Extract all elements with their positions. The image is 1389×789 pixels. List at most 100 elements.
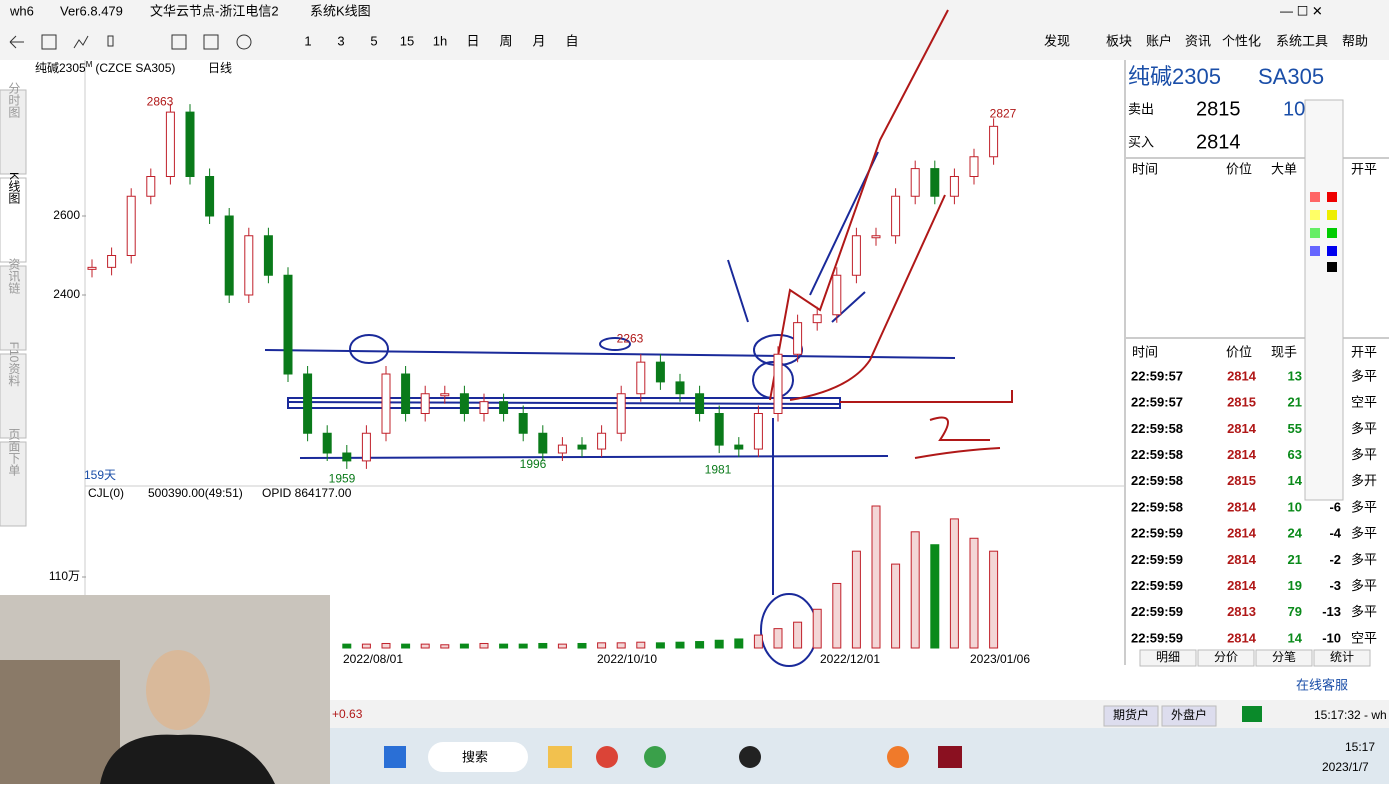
chart-symbol: 纯碱2305M (CZCE SA305) <box>35 60 175 75</box>
side-tab[interactable] <box>0 177 27 263</box>
volume-bar <box>989 550 999 649</box>
title-toolbar-bg <box>0 0 1389 60</box>
menu-item[interactable]: 板块 <box>1106 33 1132 48</box>
candle <box>224 215 234 296</box>
menu-item[interactable]: 系统工具 <box>1276 33 1328 48</box>
side-tab-label[interactable]: 页面下单 <box>7 428 21 477</box>
account-button[interactable] <box>1103 705 1159 727</box>
tick-qty: 24 <box>1288 526 1303 541</box>
period-button[interactable]: 月 <box>532 33 545 48</box>
webcam-bookshelf <box>0 660 120 784</box>
candle <box>244 235 254 296</box>
price-label: 1981 <box>705 463 732 477</box>
tick-time: 22:59:58 <box>1131 447 1183 462</box>
tick-qty: 21 <box>1288 552 1302 567</box>
account-label[interactable]: 外盘户 <box>1171 707 1207 722</box>
candle <box>303 373 313 434</box>
tick-qty: 63 <box>1288 447 1302 462</box>
period-button[interactable]: 5 <box>370 33 377 48</box>
side-tab[interactable] <box>0 353 27 439</box>
side-tab-label[interactable]: 资讯链 <box>7 258 21 294</box>
menu-item[interactable]: 资讯 <box>1185 33 1211 48</box>
quote-tab-label[interactable]: 分笔 <box>1272 649 1296 664</box>
tick-change: -3 <box>1329 578 1341 593</box>
menu-item[interactable]: 账户 <box>1146 33 1172 48</box>
volume-bar <box>695 641 705 649</box>
period-button[interactable]: 3 <box>337 33 344 48</box>
side-tab-label[interactable]: 分时图 <box>7 82 21 118</box>
side-tab-label[interactable]: K线图 <box>7 172 21 204</box>
period-button[interactable]: 自 <box>565 33 578 48</box>
tick-time: 22:59:58 <box>1131 473 1183 488</box>
candle <box>401 373 411 414</box>
candle <box>381 373 391 434</box>
quote-tab-label[interactable]: 分价 <box>1214 650 1238 664</box>
x-date-label: 2022/12/01 <box>820 652 880 666</box>
candle <box>734 444 744 450</box>
view-name: 系统K线图 <box>310 3 371 18</box>
candle <box>616 393 626 434</box>
menu-item[interactable]: 个性化 <box>1222 33 1261 48</box>
indicator-name[interactable]: CJL(0) <box>88 486 124 500</box>
quote-tab[interactable] <box>1139 649 1197 667</box>
tick-time: 22:59:59 <box>1131 604 1183 619</box>
account-button[interactable] <box>1161 705 1217 727</box>
candle <box>518 413 528 434</box>
quote-tab-label[interactable]: 统计 <box>1330 650 1354 664</box>
candle <box>499 401 509 414</box>
account-label[interactable]: 期货户 <box>1113 707 1149 722</box>
drawing-palette[interactable] <box>1304 99 1344 501</box>
menu-item[interactable]: 帮助 <box>1342 33 1368 48</box>
side-tab[interactable] <box>0 89 27 175</box>
menu-item[interactable]: 发现 <box>1044 33 1070 48</box>
x-date-label: 2022/08/01 <box>343 652 403 666</box>
bid-price: 2814 <box>1196 131 1241 153</box>
quote-tab[interactable] <box>1255 649 1313 667</box>
candle <box>655 361 665 383</box>
price-label: 2827 <box>990 107 1017 121</box>
candle <box>479 401 489 414</box>
volume-bar <box>361 643 371 649</box>
candle <box>342 452 352 462</box>
period-button[interactable]: 1 <box>304 33 311 48</box>
period-button[interactable]: 15 <box>400 33 414 48</box>
side-tab[interactable] <box>0 265 27 351</box>
tick-price: 2814 <box>1227 552 1257 567</box>
volume-bar <box>949 518 959 649</box>
candle <box>969 156 979 177</box>
volume-bar <box>499 643 509 649</box>
volume-bar <box>381 642 391 649</box>
candle <box>597 432 607 450</box>
period-button[interactable]: 周 <box>499 33 512 48</box>
side-tab-label[interactable]: F10资料 <box>7 342 21 387</box>
status-clock: 15:17:32 - wh <box>1314 708 1387 722</box>
symbol-suffix: M <box>86 60 93 69</box>
candle <box>538 432 548 454</box>
volume-bar <box>577 642 587 649</box>
ask-label: 卖出 <box>1128 101 1154 116</box>
online-service[interactable]: 在线客服 <box>1296 677 1348 692</box>
order-header: 开平 <box>1351 161 1377 176</box>
search-box[interactable] <box>428 742 528 772</box>
volume-bar <box>342 643 352 649</box>
quote-tab[interactable] <box>1313 649 1371 667</box>
volume-bar <box>734 638 744 649</box>
quote-tab[interactable] <box>1197 649 1255 667</box>
candle <box>695 393 705 414</box>
chart-period[interactable]: 日线 <box>208 61 232 75</box>
volume-bar <box>401 643 411 649</box>
network-indicator <box>1242 706 1262 722</box>
period-button[interactable]: 1h <box>433 33 447 48</box>
side-tab[interactable] <box>0 441 27 527</box>
period-button[interactable]: 日 <box>466 33 479 48</box>
candle <box>557 444 567 454</box>
window-controls[interactable]: — ☐ ✕ <box>1280 3 1323 18</box>
quote-tab-label[interactable]: 明细 <box>1156 650 1180 664</box>
tick-type: 多平 <box>1351 421 1377 436</box>
node: 文华云节点-浙江电信2 <box>150 3 279 18</box>
webcam-body <box>100 734 275 784</box>
ask-price: 2815 <box>1196 98 1241 120</box>
candle <box>891 195 901 237</box>
candle <box>165 111 175 177</box>
